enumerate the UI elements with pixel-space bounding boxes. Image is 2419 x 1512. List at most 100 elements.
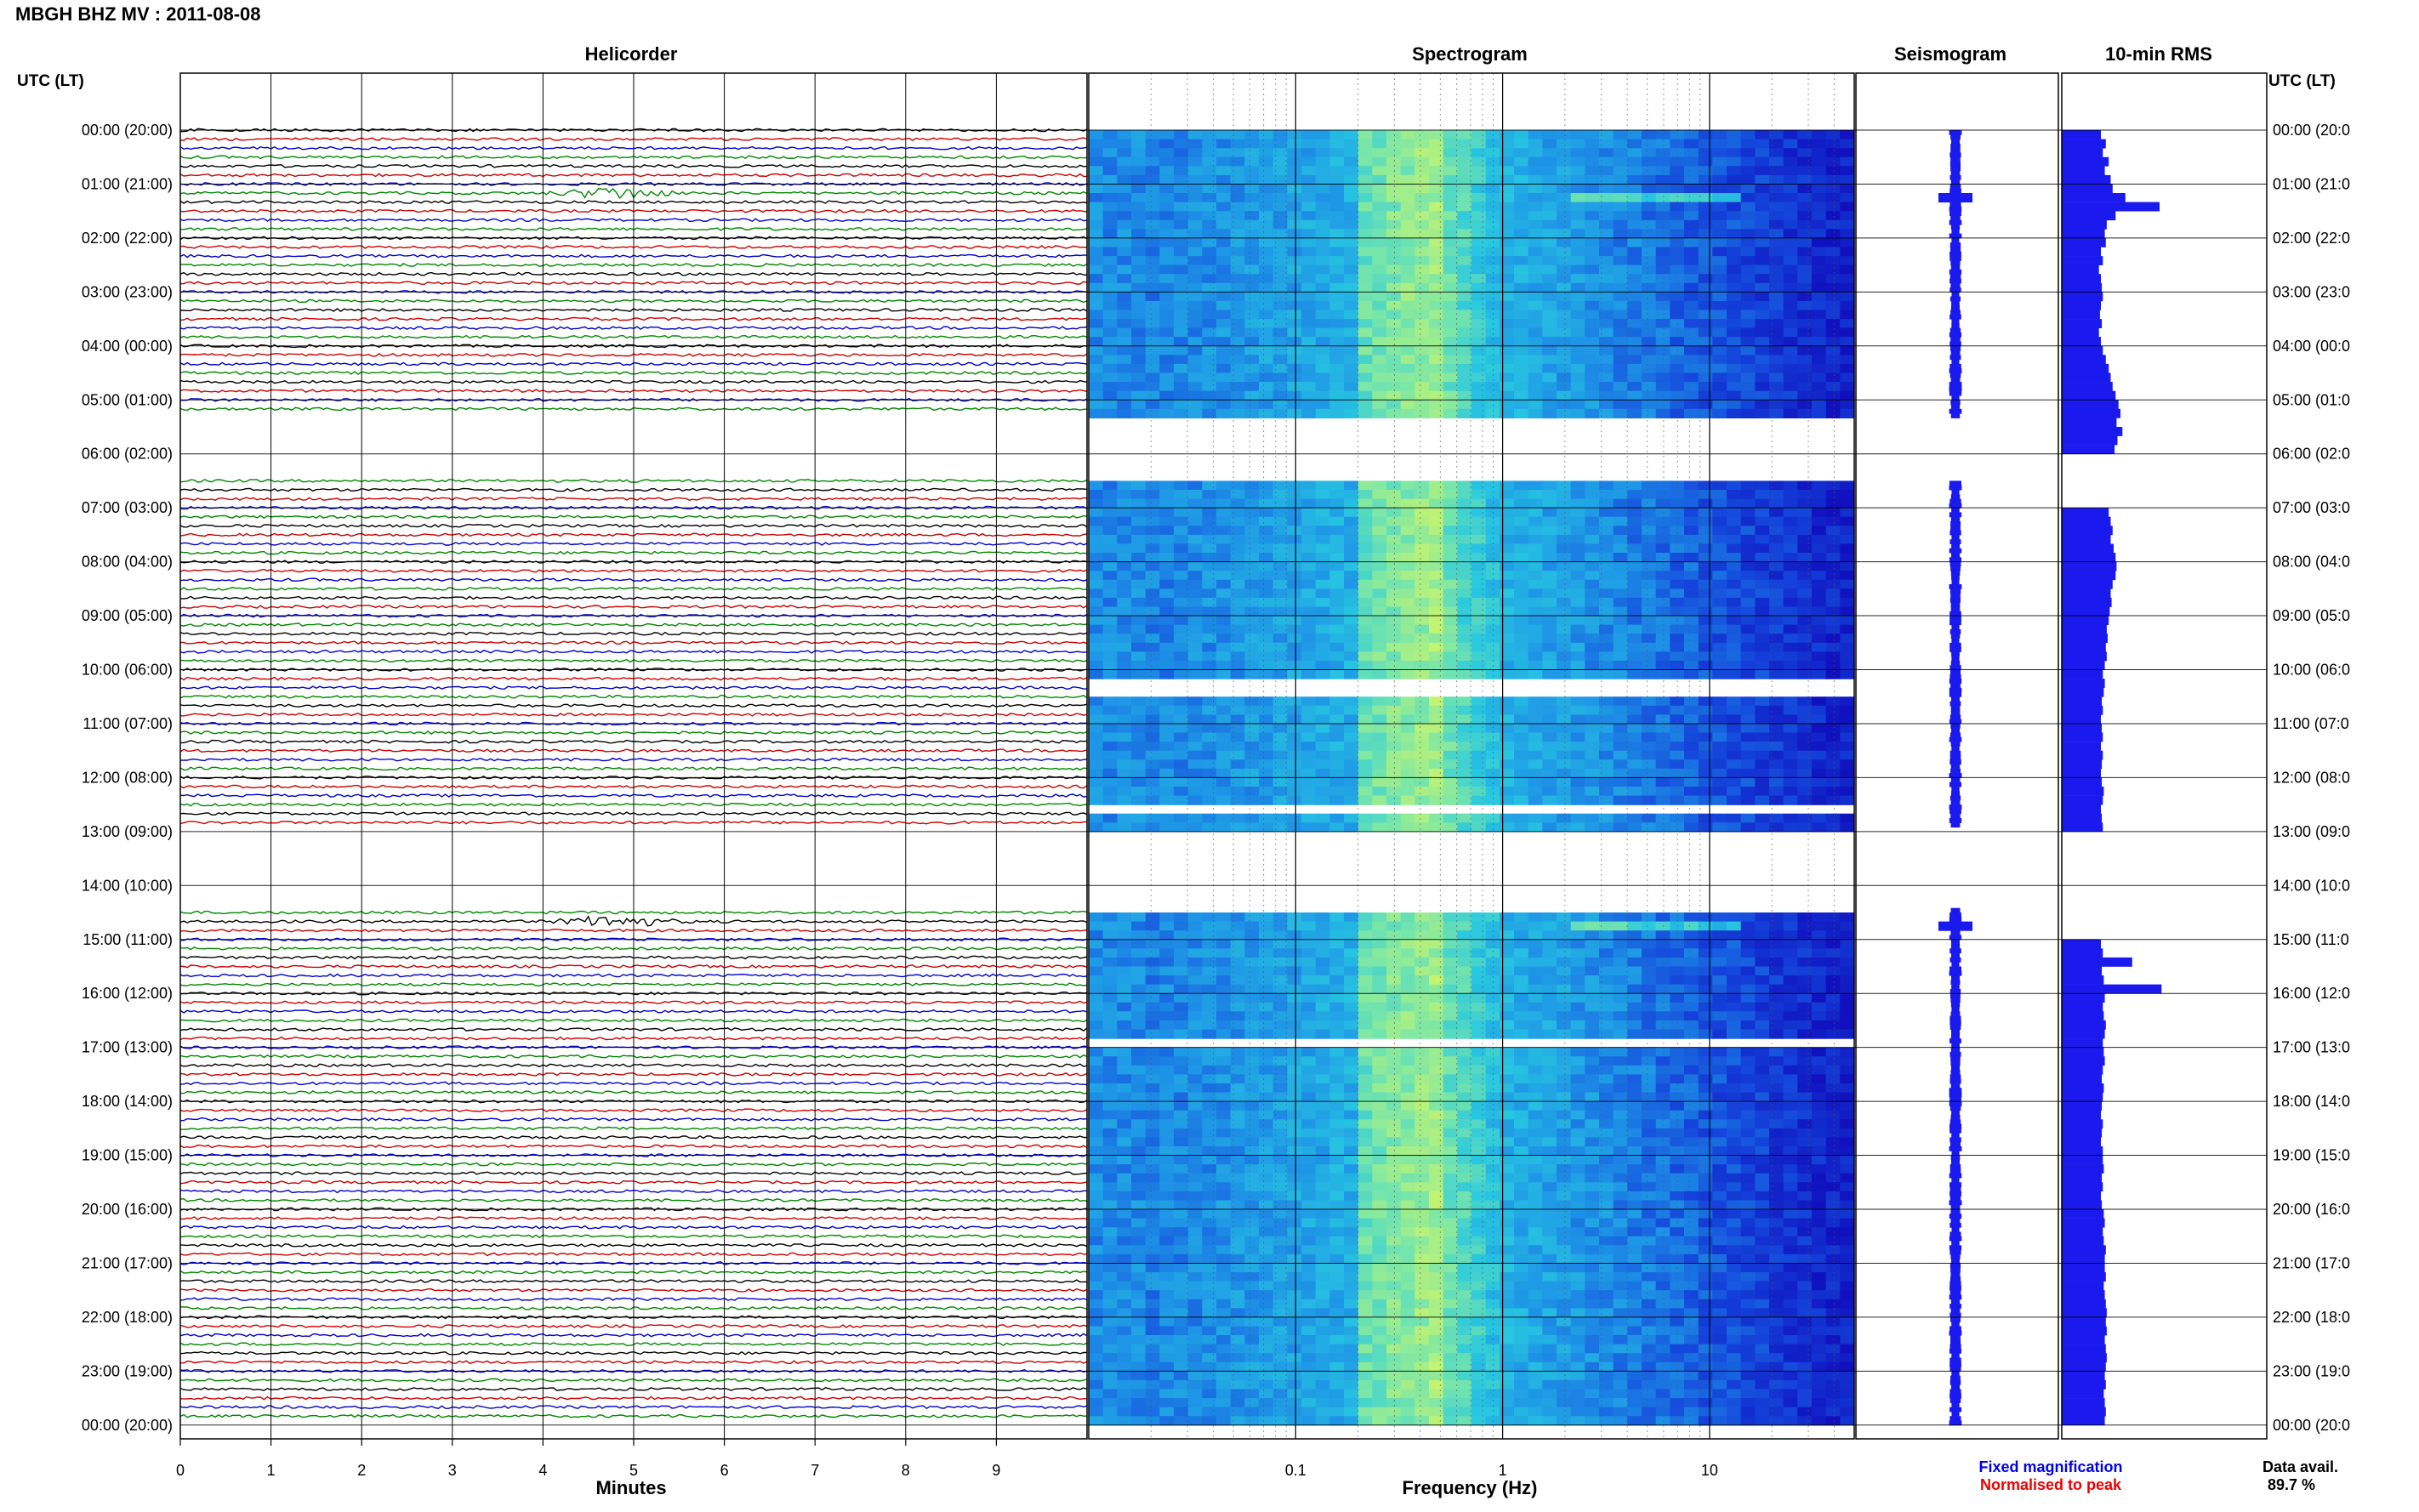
spectrogram-cell bbox=[1485, 526, 1500, 536]
spectrogram-cell bbox=[1117, 310, 1132, 320]
spectrogram-cell bbox=[1117, 355, 1132, 365]
spectrogram-cell bbox=[1117, 597, 1132, 608]
spectrogram-cell bbox=[1769, 742, 1784, 752]
spectrogram-cell bbox=[1230, 174, 1245, 185]
spectrogram-cell bbox=[1145, 1029, 1160, 1039]
spectrogram-cell bbox=[1585, 490, 1600, 500]
spectrogram-cell bbox=[1783, 516, 1798, 526]
spectrogram-cell bbox=[1740, 597, 1756, 608]
spectrogram-cell bbox=[1272, 490, 1288, 500]
spectrogram-cell bbox=[1187, 606, 1203, 617]
spectrogram-cell bbox=[1585, 355, 1600, 365]
spectrogram-cell bbox=[1599, 1119, 1614, 1129]
spectrogram-cell bbox=[1840, 732, 1855, 742]
spectrogram-cell bbox=[1783, 229, 1798, 239]
spectrogram-cell bbox=[1216, 498, 1232, 509]
spectrogram-cell bbox=[1557, 561, 1572, 571]
spectrogram-cell bbox=[1272, 382, 1288, 392]
spectrogram-cell bbox=[1457, 1119, 1472, 1129]
spectrogram-cell bbox=[1102, 669, 1118, 679]
spectrogram-cell bbox=[1599, 408, 1614, 418]
spectrogram-cell bbox=[1457, 597, 1472, 608]
spectrogram-cell bbox=[1599, 319, 1614, 329]
spectrogram-cell bbox=[1400, 813, 1415, 823]
spectrogram-cell bbox=[1159, 822, 1175, 833]
spectrogram-cell bbox=[1557, 508, 1572, 518]
spectrogram-cell bbox=[1344, 787, 1359, 797]
spectrogram-cell bbox=[1174, 229, 1189, 239]
spectrogram-cell bbox=[1627, 1074, 1642, 1084]
spectrogram-cell bbox=[1655, 508, 1671, 518]
spectrogram-cell bbox=[1670, 372, 1685, 383]
spectrogram-cell bbox=[1329, 1119, 1345, 1129]
spectrogram-cell bbox=[1202, 669, 1217, 679]
spectrogram-cell bbox=[1471, 759, 1487, 770]
spectrogram-cell bbox=[1542, 957, 1557, 968]
spectrogram-cell bbox=[1131, 921, 1147, 931]
spectrogram-cell bbox=[1684, 787, 1699, 797]
spectrogram-cell bbox=[1570, 166, 1585, 176]
spectrogram-cell bbox=[1372, 616, 1387, 626]
spectrogram-cell bbox=[1740, 561, 1756, 571]
spectrogram-cell bbox=[1429, 957, 1444, 968]
spectrogram-cell bbox=[1089, 553, 1104, 563]
spectrogram-cell bbox=[1386, 1074, 1402, 1084]
spectrogram-cell bbox=[1825, 606, 1841, 617]
spectrogram-cell bbox=[1613, 588, 1628, 599]
spectrogram-cell bbox=[1698, 714, 1713, 725]
spectrogram-cell bbox=[1840, 724, 1855, 734]
spectrogram-cell bbox=[1174, 1056, 1189, 1066]
spectrogram-cell bbox=[1797, 345, 1813, 355]
spectrogram-cell bbox=[1457, 292, 1472, 302]
spectrogram-cell bbox=[1429, 606, 1444, 617]
spectrogram-cell bbox=[1117, 1074, 1132, 1084]
spectrogram-cell bbox=[1315, 156, 1330, 167]
spectrogram-cell bbox=[1557, 337, 1572, 347]
spectrogram-cell bbox=[1287, 966, 1302, 976]
spectrogram-cell bbox=[1769, 508, 1784, 518]
spectrogram-cell bbox=[1740, 660, 1756, 671]
spectrogram-cell bbox=[1329, 490, 1345, 500]
spectrogram-cell bbox=[1797, 1002, 1813, 1012]
spectrogram-cell bbox=[1159, 616, 1175, 626]
spectrogram-cell bbox=[1386, 292, 1402, 302]
spectrogram-cell bbox=[1840, 390, 1855, 401]
spectrogram-cell bbox=[1117, 975, 1132, 986]
spectrogram-cell bbox=[1655, 732, 1671, 742]
spectrogram-cell bbox=[1145, 174, 1160, 185]
spectrogram-cell bbox=[1840, 1083, 1855, 1094]
spectrogram-cell bbox=[1272, 616, 1288, 626]
spectrogram-cell bbox=[1471, 193, 1487, 203]
spectrogram-cell bbox=[1457, 516, 1472, 526]
spectrogram-cell bbox=[1471, 561, 1487, 571]
spectrogram-cell bbox=[1272, 912, 1288, 923]
spectrogram-cell bbox=[1145, 247, 1160, 257]
spectrogram-cell bbox=[1329, 777, 1345, 787]
spectrogram-cell bbox=[1627, 211, 1642, 221]
spectrogram-cell bbox=[1329, 237, 1345, 248]
spectrogram-cell bbox=[1244, 921, 1260, 931]
spectrogram-cell bbox=[1812, 148, 1827, 158]
spectrogram-cell bbox=[1414, 1047, 1430, 1057]
spectrogram-cell bbox=[1471, 787, 1487, 797]
spectrogram-cell bbox=[1500, 193, 1515, 203]
spectrogram-cell bbox=[1386, 355, 1402, 365]
spectrogram-cell bbox=[1727, 597, 1742, 608]
spectrogram-cell bbox=[1500, 264, 1515, 275]
spectrogram-cell bbox=[1812, 1128, 1827, 1138]
spectrogram-cell bbox=[1514, 571, 1529, 581]
spectrogram-cell bbox=[1117, 553, 1132, 563]
spectrogram-cell bbox=[1755, 597, 1770, 608]
spectrogram-cell bbox=[1357, 984, 1373, 994]
spectrogram-cell bbox=[1698, 1020, 1713, 1031]
spectrogram-cell bbox=[1613, 247, 1628, 257]
spectrogram-cell bbox=[1769, 274, 1784, 284]
spectrogram-cell bbox=[1400, 651, 1415, 662]
spectrogram-cell bbox=[1174, 1119, 1189, 1129]
spectrogram-cell bbox=[1585, 597, 1600, 608]
spectrogram-cell bbox=[1485, 264, 1500, 275]
spectrogram-cell bbox=[1840, 1011, 1855, 1021]
spectrogram-cell bbox=[1769, 1056, 1784, 1066]
spectrogram-cell bbox=[1570, 616, 1585, 626]
